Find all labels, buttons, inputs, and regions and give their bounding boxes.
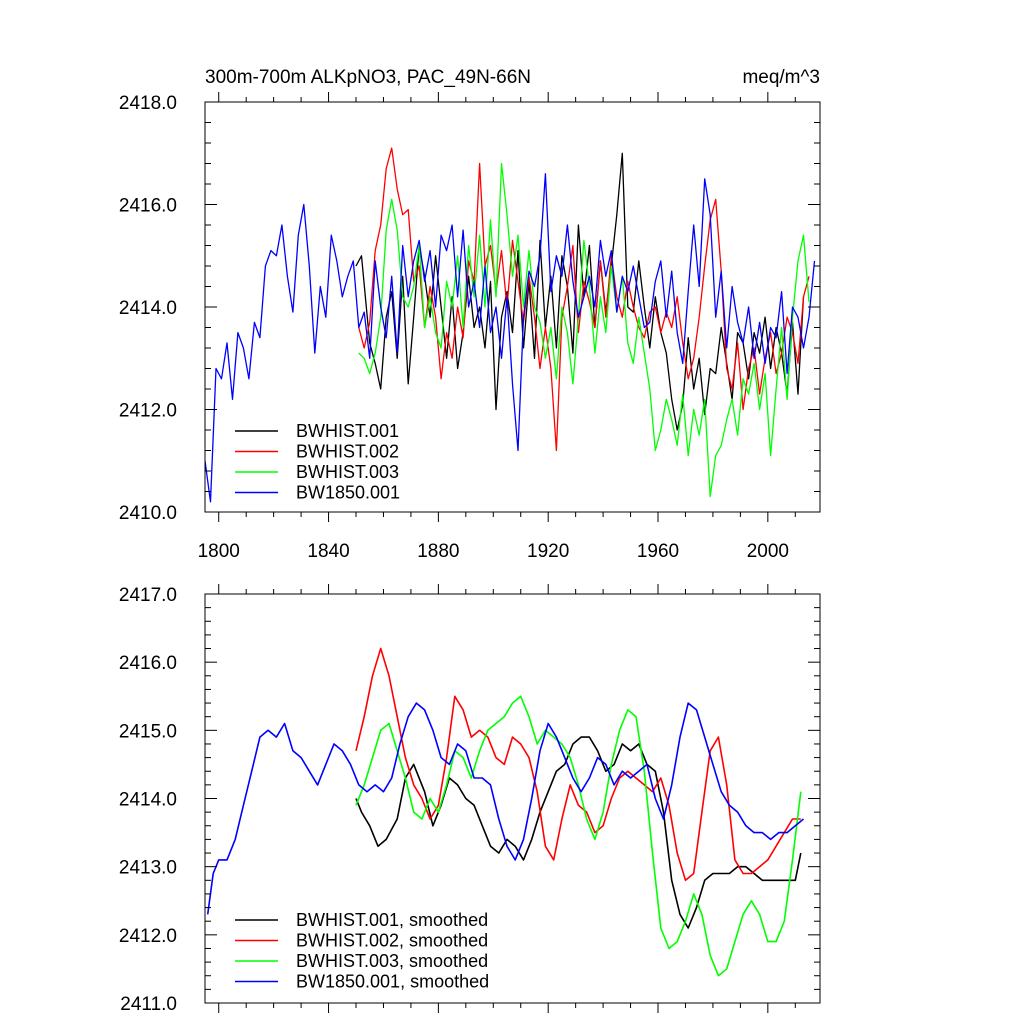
top-y-tick-label: 2412.0	[119, 401, 177, 422]
top-panel: 300m-700m ALKpNO3, PAC_49N-66N meq/m^3 1…	[119, 67, 821, 562]
top-legend-label: BWHIST.003	[296, 462, 399, 482]
bottom-series-line-1	[355, 736, 802, 929]
top-series-line-3	[358, 162, 810, 498]
top-y-tick-label: 2416.0	[119, 196, 177, 217]
top-series-line-1	[355, 152, 805, 431]
bottom-panel: 2411.0 2412.0 2413.0 2414.0 2415.0 2416.0 2417…	[119, 584, 821, 1015]
bottom-y-tick-label: 2414.0	[119, 790, 177, 811]
top-x-tick-label: 1920	[527, 541, 569, 562]
top-x-tick-label: 2000	[747, 541, 789, 562]
bottom-series-line-3	[355, 695, 802, 977]
top-series-line-2	[358, 147, 810, 452]
bottom-series-line-4	[206, 702, 805, 915]
top-legend-label: BW1850.001	[296, 483, 400, 503]
bottom-legend-label: BW1850.001, smoothed	[296, 972, 489, 992]
top-y-tick-label: 2414.0	[119, 298, 177, 319]
bottom-y-tick-label: 2416.0	[119, 653, 177, 674]
chart-title: 300m-700m ALKpNO3, PAC_49N-66N	[205, 67, 531, 88]
top-series-line-4	[205, 173, 816, 503]
bottom-legend-label: BWHIST.002, smoothed	[296, 931, 488, 951]
chart-units: meq/m^3	[742, 67, 820, 88]
top-x-tick-label: 1880	[417, 541, 459, 562]
bottom-axis-ticks	[205, 584, 820, 1013]
top-y-tick-label: 2418.0	[119, 93, 177, 114]
bottom-y-tick-label: 2415.0	[119, 721, 177, 742]
top-axis-ticks	[205, 92, 820, 522]
bottom-y-tick-label: 2417.0	[119, 585, 177, 606]
bottom-y-tick-label: 2413.0	[119, 858, 177, 879]
top-x-tick-label: 1840	[307, 541, 349, 562]
top-legend-label: BWHIST.001	[296, 421, 399, 441]
top-x-tick-label: 1960	[637, 541, 679, 562]
top-legend-label: BWHIST.002	[296, 442, 399, 462]
bottom-legend-label: BWHIST.003, smoothed	[296, 951, 488, 971]
top-x-tick-label: 1800	[198, 541, 240, 562]
top-y-tick-label: 2410.0	[119, 503, 177, 524]
bottom-series-line-2	[355, 647, 801, 882]
bottom-legend-label: BWHIST.001, smoothed	[296, 910, 488, 930]
bottom-y-tick-label: 2412.0	[119, 926, 177, 947]
bottom-y-tick-label: 2411.0	[120, 994, 177, 1015]
